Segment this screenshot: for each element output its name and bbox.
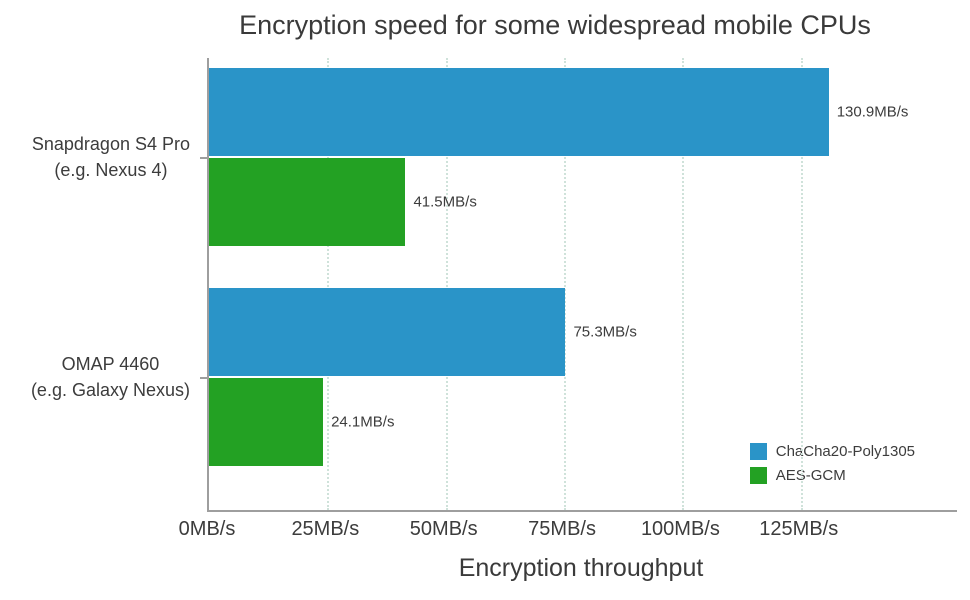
bar-value-label: 130.9MB/s [836, 103, 909, 121]
bar-value-label: 75.3MB/s [573, 323, 637, 341]
x-tick-label: 50MB/s [409, 518, 478, 540]
category-label: Snapdragon S4 Pro (e.g. Nexus 4) [32, 131, 190, 183]
category-label: OMAP 4460 (e.g. Galaxy Nexus) [31, 351, 190, 403]
gridline [445, 58, 448, 510]
legend: ChaCha20-Poly1305 AES-GCM [749, 443, 915, 484]
bar-value-label: 41.5MB/s [413, 193, 477, 211]
gridline [682, 58, 685, 510]
x-axis-title: Encryption throughput [458, 554, 704, 582]
bar-aes-gcm [209, 378, 324, 466]
legend-swatch-aes-gcm [749, 467, 767, 484]
gridline [564, 58, 567, 510]
legend-item: ChaCha20-Poly1305 [749, 443, 915, 460]
category-label-line: OMAP 4460 [61, 353, 160, 374]
legend-label: ChaCha20-Poly1305 [775, 443, 915, 460]
y-axis-tick [200, 377, 209, 379]
y-axis-category-labels: Snapdragon S4 Pro (e.g. Nexus 4) OMAP 4460… [0, 58, 196, 510]
x-tick-label: 75MB/s [528, 518, 596, 540]
plot-area: ChaCha20-Poly1305 AES-GCM 130.9MB/s 41.5MB… [200, 58, 957, 512]
category-label-line: (e.g. Nexus 4) [54, 160, 168, 180]
bar-chacha20-poly1305 [209, 68, 829, 156]
category-label-line: Snapdragon S4 Pro [31, 133, 190, 154]
bar-chacha20-poly1305 [209, 288, 566, 376]
x-axis-tick-labels: 0MB/s 25MB/s 50MB/s 75MB/s 100MB/s 125MB/s [179, 518, 955, 544]
gridline [800, 58, 803, 510]
legend-item: AES-GCM [749, 467, 915, 484]
y-axis-tick [200, 157, 209, 159]
legend-swatch-chacha20-poly1305 [749, 443, 767, 460]
x-tick-label: 125MB/s [759, 518, 839, 540]
legend-label: AES-GCM [775, 467, 846, 484]
bar-value-label: 24.1MB/s [331, 413, 395, 431]
gridline [327, 58, 330, 510]
x-tick-label: 0MB/s [178, 518, 236, 540]
chart-title: Encryption speed for some widespread mob… [239, 10, 871, 40]
x-tick-label: 100MB/s [640, 518, 720, 540]
x-tick-label: 25MB/s [291, 518, 360, 540]
category-label-line: (e.g. Galaxy Nexus) [30, 380, 190, 400]
bar-aes-gcm [209, 158, 406, 246]
